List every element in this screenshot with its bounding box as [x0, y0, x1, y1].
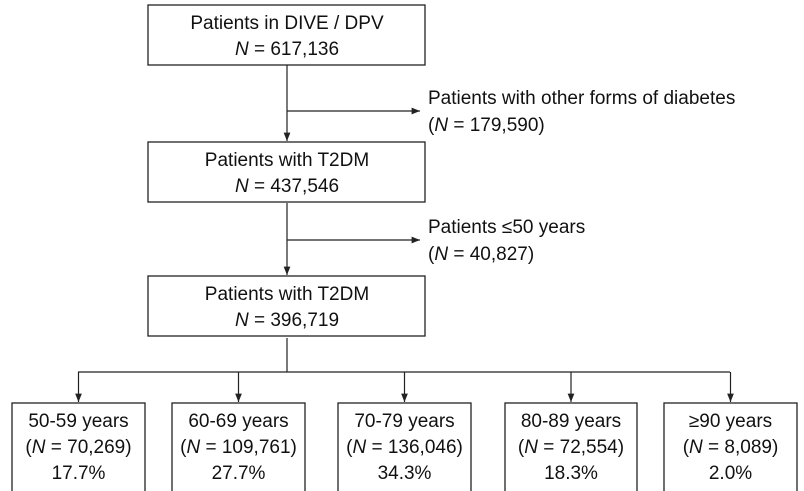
exclusion-title: Patients with other forms of diabetes [428, 88, 735, 109]
n-symbol: N [434, 115, 448, 136]
n-symbol: N [352, 437, 366, 458]
age-percent: 18.3% [544, 463, 598, 484]
paren: ( [683, 437, 690, 458]
node-box [147, 275, 426, 337]
count: = 179,590) [448, 115, 545, 136]
node-title: Patients with T2DM [205, 150, 369, 171]
n-symbol: N [235, 39, 249, 60]
age-percent: 2.0% [709, 463, 752, 484]
paren: ( [518, 437, 525, 458]
count: = 109,761) [200, 437, 297, 458]
count-line: (N = 72,554) [518, 437, 624, 458]
count: = 396,719 [249, 310, 339, 331]
paren: ( [428, 244, 435, 265]
count-line: (N = 109,761) [180, 437, 297, 458]
n-symbol: N [186, 437, 200, 458]
age-percent: 34.3% [378, 463, 432, 484]
n-symbol: N [434, 244, 448, 265]
count: = 70,269) [45, 437, 131, 458]
age-box [663, 402, 798, 491]
node-box [147, 141, 426, 203]
age-title: ≥90 years [689, 411, 772, 432]
paren: ( [180, 437, 187, 458]
n-symbol: N [689, 437, 703, 458]
paren: ( [428, 115, 435, 136]
age-box [337, 402, 472, 491]
count-line: (N = 8,089) [683, 437, 779, 458]
age-title: 50-59 years [28, 411, 128, 432]
age-box [504, 402, 638, 491]
age-box [11, 402, 146, 491]
count: = 40,827) [448, 244, 534, 265]
count: = 617,136 [249, 39, 339, 60]
count: = 437,546 [249, 176, 339, 197]
node-title: Patients in DIVE / DPV [190, 13, 384, 34]
age-title: 70-79 years [354, 411, 454, 432]
age-box [171, 402, 306, 491]
age-percent: 27.7% [212, 463, 266, 484]
n-symbol: N [524, 437, 538, 458]
count-line: (N = 179,590) [428, 115, 545, 136]
count: = 72,554) [538, 437, 624, 458]
paren: ( [25, 437, 32, 458]
count-line: N = 396,719 [235, 310, 339, 331]
n-symbol: N [235, 310, 249, 331]
age-title: 60-69 years [188, 411, 288, 432]
count: = 8,089) [703, 437, 779, 458]
count-line: N = 617,136 [235, 39, 339, 60]
count: = 136,046) [366, 437, 463, 458]
age-title: 80-89 years [521, 411, 621, 432]
node-title: Patients with T2DM [205, 284, 369, 305]
count-line: (N = 136,046) [346, 437, 463, 458]
count-line: N = 437,546 [235, 176, 339, 197]
paren: ( [346, 437, 353, 458]
age-percent: 17.7% [52, 463, 106, 484]
count-line: (N = 70,269) [25, 437, 131, 458]
n-symbol: N [32, 437, 46, 458]
count-line: (N = 40,827) [428, 244, 534, 265]
node-box [147, 4, 426, 66]
n-symbol: N [235, 176, 249, 197]
exclusion-title: Patients ≤50 years [428, 217, 585, 238]
